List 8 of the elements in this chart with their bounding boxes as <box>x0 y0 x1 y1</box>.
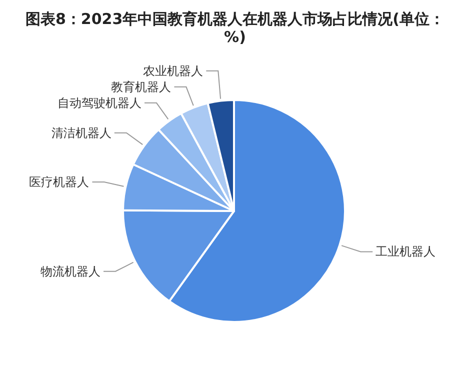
slice-label: 清洁机器人 <box>51 126 112 140</box>
chart-title: 图表8：2023年中国教育机器人在机器人市场占比情况(单位：%) <box>25 10 445 46</box>
slice-label: 物流机器人 <box>40 264 100 278</box>
slice-label: 教育机器人 <box>111 80 172 94</box>
slice-label: 医疗机器人 <box>29 174 90 189</box>
slice-label: 自动驾驶机器人 <box>58 96 142 110</box>
slice-label: 农业机器人 <box>143 64 204 78</box>
slice-label: 工业机器人 <box>376 244 436 259</box>
